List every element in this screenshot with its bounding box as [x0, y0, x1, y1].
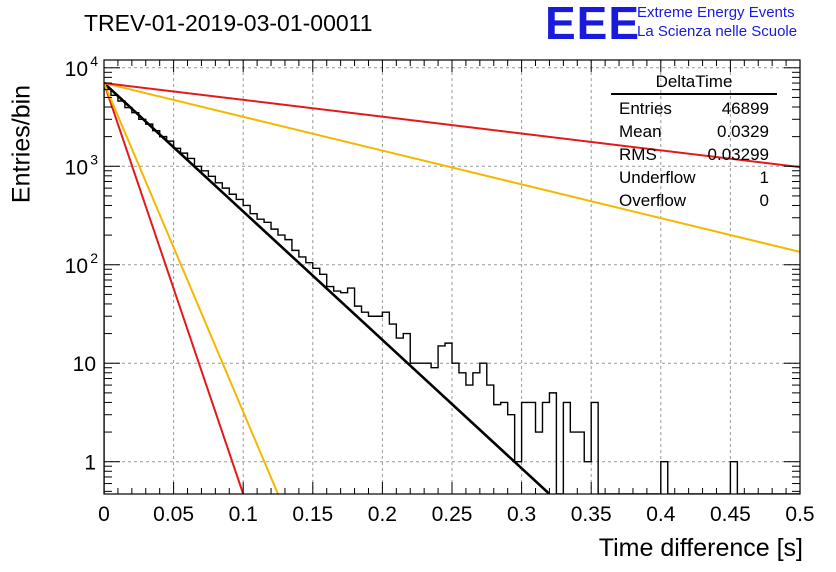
x-tick-label: 0.3 [507, 503, 536, 526]
x-axis-label: Time difference [s] [598, 534, 803, 562]
stats-box: DeltaTime Entries 46899 Mean 0.0329 RMS … [611, 72, 777, 212]
y-tick-label: 10 [65, 156, 88, 179]
stats-label: RMS [619, 145, 657, 164]
histogram-outline [104, 88, 800, 494]
fit-line [104, 82, 800, 253]
x-tick-label: 0.15 [292, 503, 333, 526]
eee-logo: EEE [545, 0, 641, 49]
x-tick-label: 0.45 [710, 503, 751, 526]
stats-value: 46899 [721, 99, 769, 118]
y-tick-label: 10 [73, 353, 96, 376]
stats-value: 0 [759, 191, 769, 210]
stats-row: RMS 0.03299 [611, 143, 777, 166]
y-tick-exponent: 4 [90, 53, 98, 69]
stats-title: DeltaTime [611, 72, 777, 95]
x-tick-label: 0 [98, 503, 110, 526]
y-tick-exponent: 2 [90, 250, 98, 266]
logo-line-2: La Scienza nelle Scuole [637, 23, 798, 40]
stats-value: 0.0329 [717, 122, 769, 141]
fit-line [104, 82, 279, 494]
x-tick-label: 0.2 [368, 503, 397, 526]
stats-row: Entries 46899 [611, 97, 777, 120]
fit-line [104, 82, 551, 494]
stats-label: Mean [619, 122, 662, 141]
y-tick-label: 1 [84, 452, 96, 475]
y-tick-exponent: 3 [90, 151, 98, 167]
x-tick-label: 0.5 [785, 503, 814, 526]
stats-value: 0.03299 [707, 145, 769, 164]
stats-row: Mean 0.0329 [611, 120, 777, 143]
stats-value: 1 [759, 168, 769, 187]
chart-title: TREV-01-2019-03-01-00011 [84, 10, 373, 36]
x-tick-label: 0.1 [229, 503, 258, 526]
stats-label: Overflow [619, 191, 687, 210]
stats-label: Entries [619, 99, 672, 118]
fit-line [104, 82, 245, 494]
stats-row: Underflow 1 [611, 166, 777, 189]
y-axis-label: Entries/bin [7, 84, 36, 204]
logo-caption: Extreme Energy Events La Scienza nelle S… [637, 3, 797, 41]
stats-row: Overflow 0 [611, 189, 777, 212]
x-tick-label: 0.35 [571, 503, 612, 526]
x-tick-label: 0.05 [153, 503, 194, 526]
fit-line [104, 82, 800, 169]
y-axis-label-box: Entries/bin [4, 85, 40, 203]
y-tick-label: 10 [65, 255, 88, 278]
x-tick-label: 0.4 [646, 503, 676, 526]
x-tick-label: 0.25 [432, 503, 473, 526]
logo-line-1: Extreme Energy Events [637, 4, 795, 21]
y-tick-label: 10 [65, 58, 88, 81]
stats-label: Underflow [619, 168, 696, 187]
